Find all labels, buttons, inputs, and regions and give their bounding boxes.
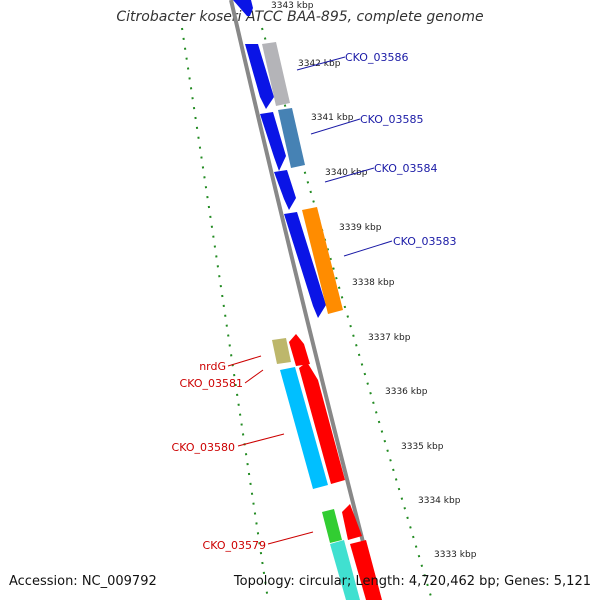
cds-red-1 [289, 334, 310, 366]
tick-label: 3334 kbp [418, 496, 461, 506]
cds-blue-2 [245, 44, 274, 109]
cds-orange [302, 207, 343, 314]
leader-line [343, 240, 393, 257]
tick-label: 3336 kbp [385, 387, 428, 397]
tick-label: 3333 kbp [434, 550, 477, 560]
leader-line [296, 56, 346, 71]
cds-turquoise [330, 540, 360, 600]
tick-label: 3340 kbp [325, 168, 368, 178]
summary-text: Topology: circular; Length: 4,720,462 bp… [233, 574, 591, 589]
gene-label: CKO_03584 [374, 162, 437, 175]
tick-label: 3341 kbp [311, 113, 354, 123]
tick-label: 3338 kbp [352, 278, 395, 288]
cds-blue-3 [260, 112, 286, 171]
cds-green [322, 509, 342, 543]
map-title: Citrobacter koseri ATCC BAA-895, complet… [116, 9, 484, 25]
cds-cyan [280, 367, 328, 489]
cds-blue-5 [284, 212, 326, 318]
genome-backbone [229, 0, 380, 600]
tick-label: 3337 kbp [368, 333, 411, 343]
leader-line [237, 433, 285, 447]
cds-steel [278, 108, 305, 168]
gene-label: nrdG [199, 360, 226, 373]
cds-gray [262, 42, 290, 106]
cds-blue-1 [233, 0, 253, 16]
gene-label: CKO_03586 [345, 51, 408, 64]
leader-line [267, 531, 314, 545]
gene-label: CKO_03583 [393, 235, 456, 248]
gene-label: CKO_03580 [172, 441, 235, 454]
leader-line [227, 355, 262, 367]
inner-guide-line [181, 27, 269, 600]
tick-label: 3343 kbp [271, 1, 314, 11]
tick-label: 3339 kbp [339, 223, 382, 233]
accession-text: Accession: NC_009792 [9, 574, 157, 589]
cds-red-2 [299, 362, 345, 484]
tick-labels: 3343 kbp 3342 kbp 3341 kbp 3340 kbp 3339… [271, 1, 477, 560]
leader-line [244, 369, 264, 384]
cds-red-4 [350, 540, 382, 600]
cds-red-3 [342, 504, 362, 540]
gene-label: CKO_03579 [203, 539, 266, 552]
leader-line [310, 118, 361, 135]
cds-blue-4 [274, 170, 296, 210]
tick-label: 3335 kbp [401, 442, 444, 452]
gene-label: CKO_03585 [360, 113, 423, 126]
gene-label: CKO_03581 [180, 377, 243, 390]
cds-khaki [272, 338, 291, 364]
leader-line [324, 167, 375, 183]
